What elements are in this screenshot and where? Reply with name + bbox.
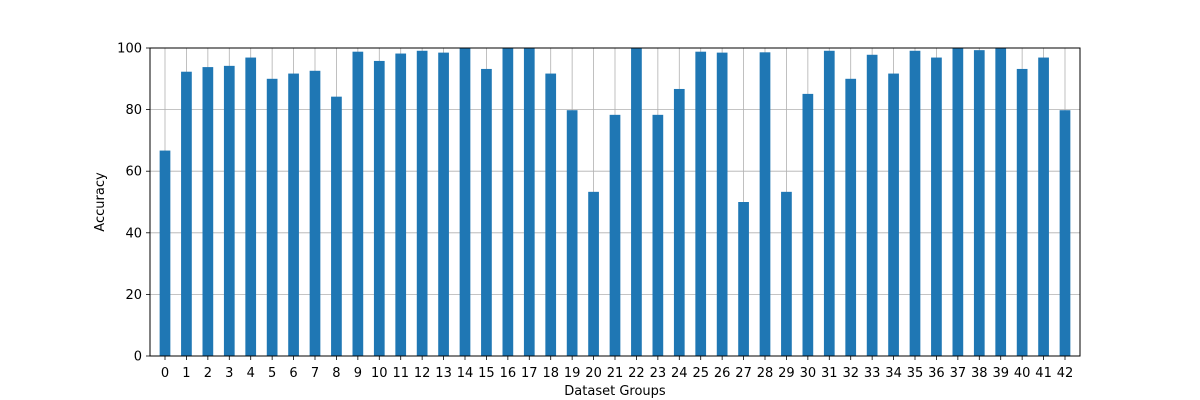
bar-25 [695,51,707,357]
bar-42 [1059,110,1071,356]
x-tick-label: 9 [354,366,362,381]
x-tick-label: 5 [268,366,276,381]
y-axis-label: Accuracy [93,172,108,232]
x-tick-label: 35 [907,366,924,381]
x-tick-label: 8 [332,366,340,381]
x-tick-label: 4 [247,366,255,381]
x-tick-label: 42 [1057,366,1074,381]
x-tick-label: 0 [161,366,169,381]
bar-1 [181,71,192,356]
bar-41 [1038,57,1049,356]
bar-40 [1016,68,1028,356]
x-tick-label: 13 [435,366,452,381]
x-tick-label: 28 [757,366,774,381]
bar-9 [352,51,364,357]
bar-4 [245,57,257,356]
x-tick-label: 33 [864,366,881,381]
bar-7 [309,70,321,357]
bar-2 [202,67,214,356]
bar-12 [416,50,428,356]
x-tick-label: 40 [1014,366,1031,381]
bar-21 [609,114,621,356]
bar-28 [759,52,771,356]
x-tick-label: 18 [542,366,559,381]
x-tick-label: 26 [714,366,731,381]
bar-30 [802,93,814,356]
x-tick-label: 39 [992,366,1009,381]
x-tick-label: 14 [457,366,474,381]
bar-10 [373,60,385,356]
x-tick-label: 20 [585,366,602,381]
bar-29 [781,191,792,356]
y-tick-label: 0 [134,350,142,365]
bar-39 [995,48,1007,356]
x-tick-label: 24 [671,366,688,381]
x-tick-label: 38 [971,366,988,381]
x-axis-label: Dataset Groups [564,384,666,399]
bar-37 [952,48,964,356]
bar-22 [631,48,642,356]
y-tick-label: 20 [125,288,142,303]
bar-26 [716,52,728,357]
x-tick-label: 2 [204,366,212,381]
x-tick-label: 41 [1035,366,1052,381]
bar-19 [566,110,578,356]
x-tick-label: 1 [182,366,190,381]
bar-35 [909,50,921,356]
bar-31 [823,50,835,356]
bar-11 [395,53,407,356]
x-tick-label: 15 [478,366,495,381]
x-tick-label: 32 [842,366,859,381]
x-tick-label: 30 [800,366,817,381]
x-tick-label: 22 [628,366,645,381]
x-tick-label: 11 [392,366,409,381]
bar-32 [845,78,857,357]
x-tick-label: 29 [778,366,795,381]
x-tick-label: 19 [564,366,581,381]
bar-16 [502,48,514,356]
bar-14 [459,48,471,356]
y-tick-label: 100 [117,42,142,57]
bar-17 [523,48,535,356]
x-tick-label: 10 [371,366,388,381]
x-tick-label: 25 [692,366,709,381]
bar-13 [438,52,449,357]
bar-15 [481,68,492,356]
x-tick-label: 34 [885,366,902,381]
x-tick-label: 31 [821,366,838,381]
x-tick-label: 12 [414,366,431,381]
x-tick-label: 37 [950,366,967,381]
x-tick-label: 23 [650,366,667,381]
bar-27 [738,202,749,356]
bar-18 [545,73,557,357]
bar-6 [288,73,299,357]
bar-20 [588,191,599,356]
bar-34 [888,73,899,357]
bar-33 [866,54,878,356]
x-tick-label: 36 [928,366,945,381]
y-tick-label: 60 [125,165,142,180]
bar-36 [931,57,942,356]
bar-38 [973,50,985,356]
x-tick-label: 17 [521,366,538,381]
bar-8 [331,96,342,356]
x-axis-ticks: 0 1 2 3 4 5 6 7 8 9 10 11 12 13 14 15 16 17 18 19 20 21 22 23 24… [161,356,1073,381]
y-tick-label: 40 [125,226,142,241]
bar-0 [159,150,171,356]
bar-23 [652,114,664,356]
bar-5 [266,78,278,357]
x-tick-label: 6 [289,366,297,381]
y-tick-label: 80 [125,103,142,118]
x-tick-label: 3 [225,366,233,381]
bar-24 [673,88,685,357]
x-tick-label: 7 [311,366,319,381]
bars [159,48,1071,357]
y-axis-ticks: 0 20 40 60 80 100 [117,42,150,365]
x-tick-label: 27 [735,366,752,381]
bar-3 [223,65,235,356]
x-tick-label: 21 [607,366,624,381]
x-tick-label: 16 [500,366,517,381]
